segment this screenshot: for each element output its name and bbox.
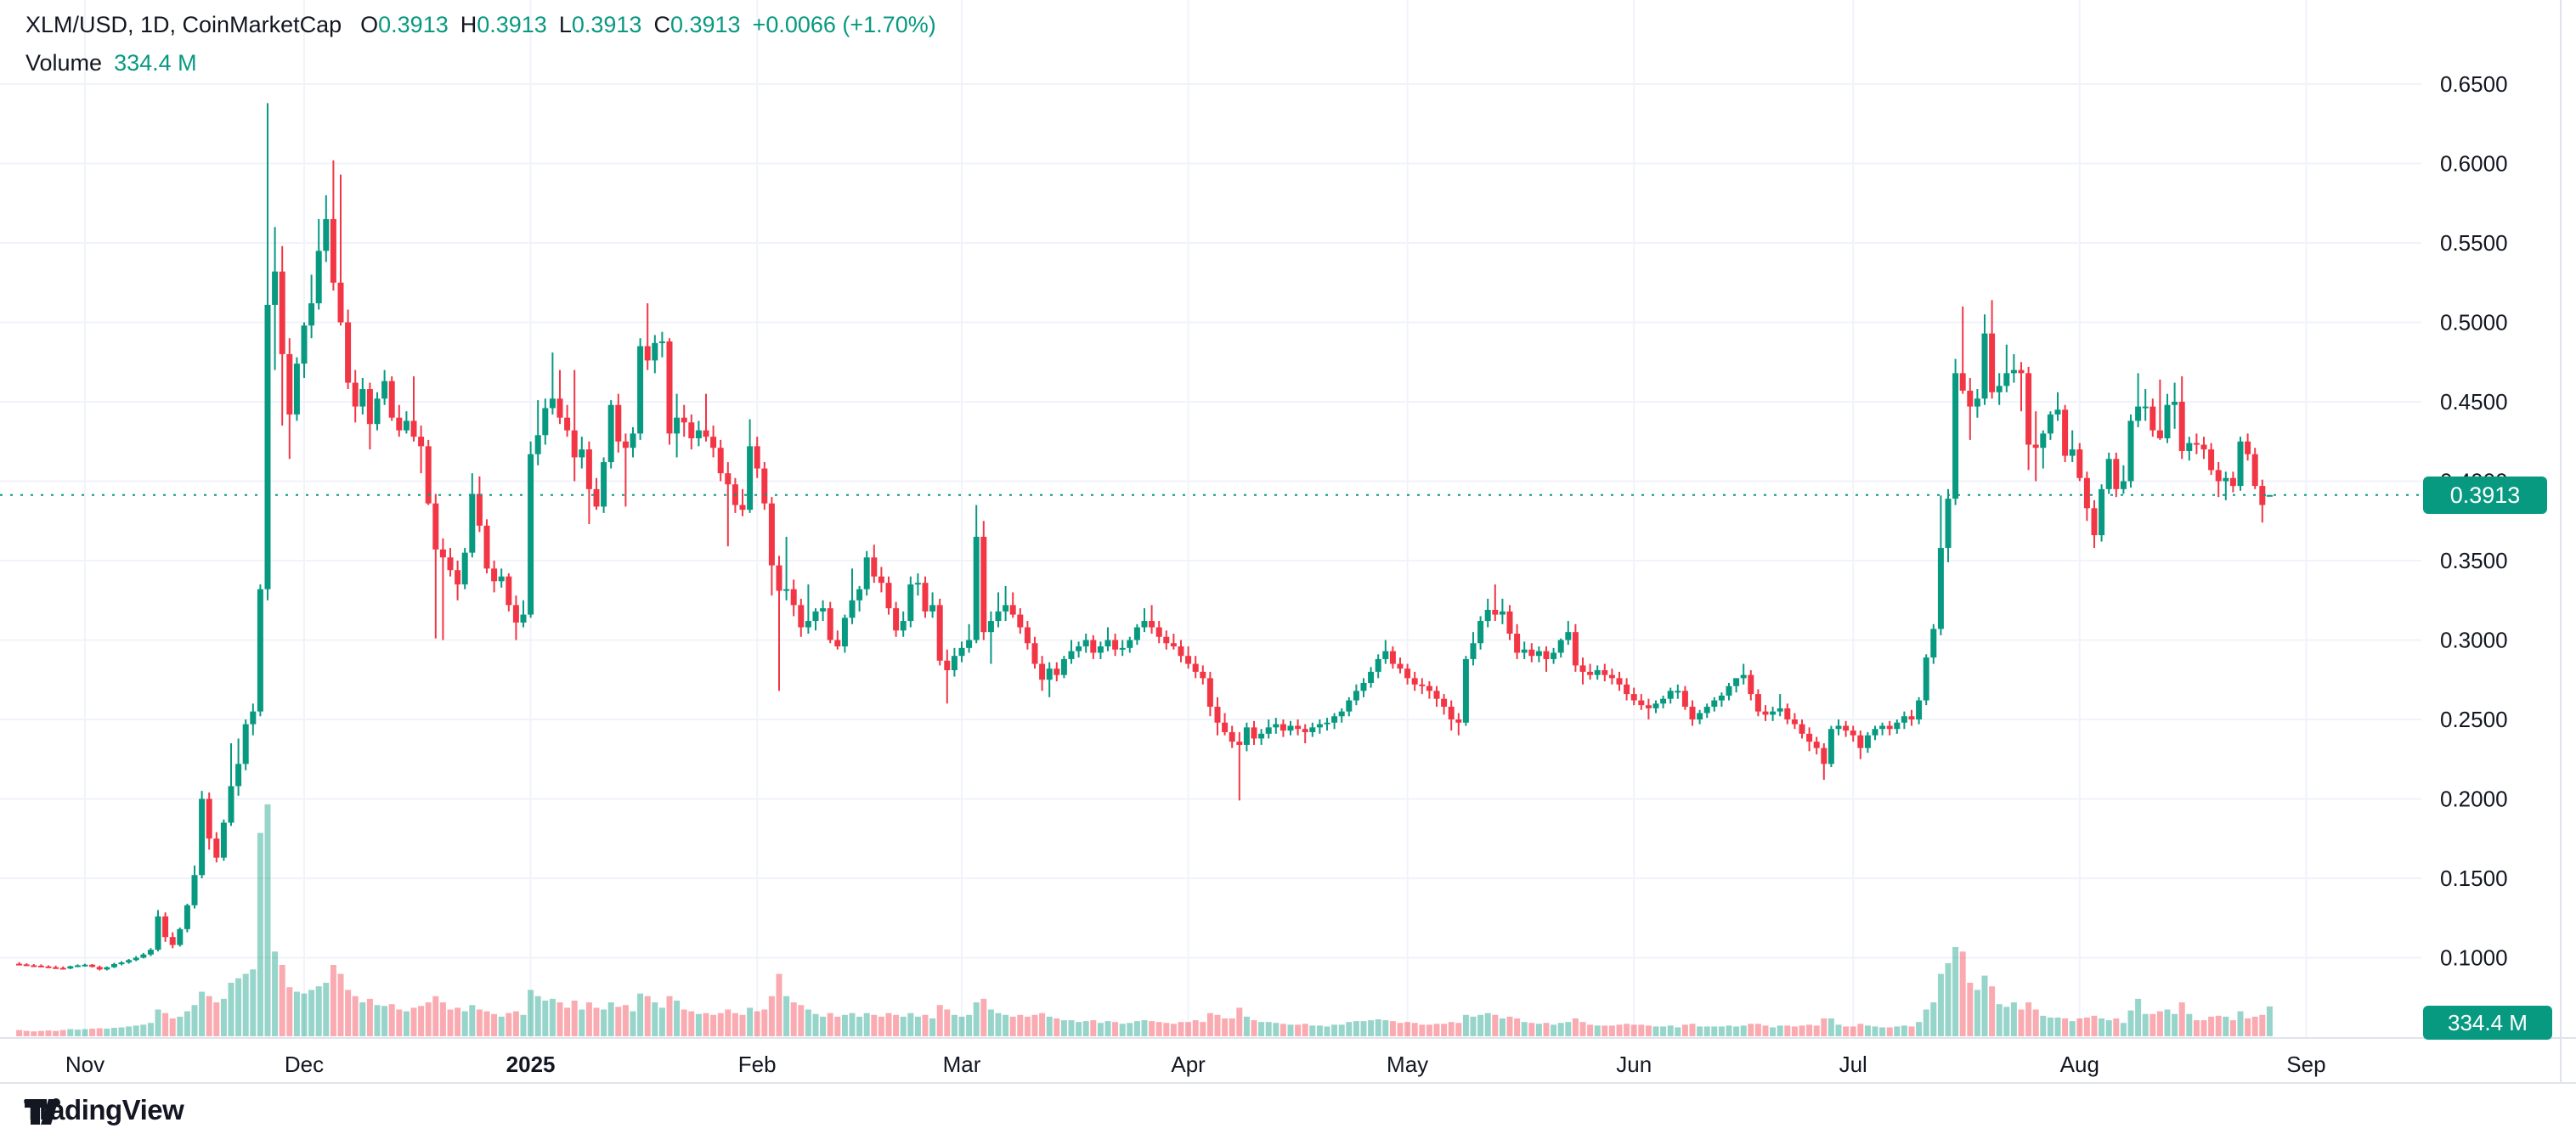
symbol-title[interactable]: XLM/USD, 1D, CoinMarketCap <box>25 12 342 37</box>
last-volume-badge-value: 334.4 M <box>2448 1009 2528 1035</box>
time-axis[interactable]: Nov Dec 2025 Feb Mar Apr May Jun Jul Aug Sep <box>65 1052 2326 1077</box>
time-tick-label: Jun <box>1616 1052 1652 1077</box>
last-volume-badge: 334.4 M <box>2423 1006 2552 1040</box>
price-tick-label: 0.1000 <box>2440 945 2508 971</box>
time-tick-label: May <box>1387 1052 1428 1077</box>
price-tick-label: 0.2500 <box>2440 707 2508 732</box>
price-axis[interactable]: 0.65000.60000.55000.50000.45000.40000.35… <box>2440 71 2508 971</box>
time-tick-label: 2025 <box>506 1052 556 1077</box>
time-tick-label: Dec <box>285 1052 324 1077</box>
time-tick-label: Mar <box>943 1052 981 1077</box>
price-tick-label: 0.5500 <box>2440 230 2508 256</box>
price-tick-label: 0.1500 <box>2440 866 2508 891</box>
price-tick-label: 0.6000 <box>2440 151 2508 177</box>
price-tick-label: 0.3500 <box>2440 548 2508 573</box>
open-value: 0.3913 <box>378 12 449 37</box>
tradingview-attribution[interactable]: TradingView <box>24 1094 184 1126</box>
high-label: H <box>460 12 477 37</box>
time-tick-label: Sep <box>2286 1052 2325 1077</box>
time-tick-label: Aug <box>2060 1052 2099 1077</box>
price-tick-label: 0.4500 <box>2440 389 2508 415</box>
price-tick-label: 0.6500 <box>2440 71 2508 97</box>
legend-ohlc-row: XLM/USD, 1D, CoinMarketCap O 0.3913 H 0.3913… <box>25 14 936 37</box>
candles-layer <box>16 103 2273 971</box>
time-tick-label: Jul <box>1839 1052 1867 1077</box>
last-price-badge-value: 0.3913 <box>2449 482 2521 508</box>
time-tick-label: Apr <box>1171 1052 1206 1077</box>
price-tick-label: 0.2000 <box>2440 787 2508 812</box>
high-value: 0.3913 <box>477 12 547 37</box>
volume-label[interactable]: Volume <box>25 50 103 76</box>
low-value: 0.3913 <box>571 12 642 37</box>
last-price-badge: 0.3913 <box>2423 477 2547 514</box>
separators-layer <box>0 0 2576 1084</box>
legend-volume-row: Volume 334.4 M <box>25 52 936 75</box>
open-label: O <box>360 12 379 37</box>
time-tick-label: Nov <box>65 1052 105 1077</box>
volume-value: 334.4 M <box>114 50 197 76</box>
volume-layer <box>16 804 2273 1036</box>
price-tick-label: 0.5000 <box>2440 310 2508 336</box>
change-value: +0.0066 (+1.70%) <box>752 12 936 37</box>
close-label: C <box>653 12 670 37</box>
grid-layer <box>0 0 2421 1038</box>
time-tick-label: Feb <box>738 1052 777 1077</box>
price-tick-label: 0.3000 <box>2440 628 2508 653</box>
tradingview-logo-icon <box>25 1098 60 1125</box>
low-label: L <box>558 12 572 37</box>
close-value: 0.3913 <box>669 12 741 37</box>
legend: XLM/USD, 1D, CoinMarketCap O 0.3913 H 0.3913… <box>25 14 936 75</box>
